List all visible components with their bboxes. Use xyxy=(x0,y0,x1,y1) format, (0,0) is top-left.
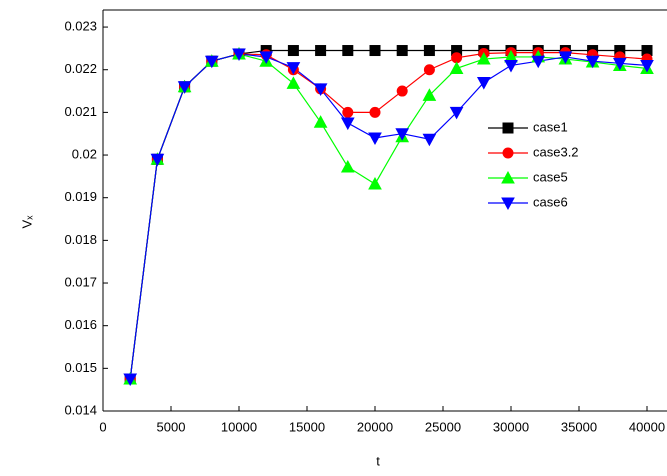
data-point xyxy=(449,61,464,74)
data-point xyxy=(123,373,138,387)
legend-entry: case6 xyxy=(488,194,568,209)
data-point xyxy=(286,76,301,89)
data-point xyxy=(368,177,382,190)
data-point xyxy=(340,159,355,173)
data-point xyxy=(313,115,328,128)
x-tick-label: 20000 xyxy=(357,419,393,434)
data-point xyxy=(368,132,382,146)
x-tick-label: 0 xyxy=(99,419,106,434)
legend-label: case3.2 xyxy=(533,144,579,159)
data-point xyxy=(369,45,381,57)
data-point xyxy=(476,77,491,90)
data-point xyxy=(396,85,408,97)
x-tick-label: 5000 xyxy=(157,419,186,434)
data-point xyxy=(451,52,463,64)
data-point xyxy=(286,62,301,75)
data-point xyxy=(369,106,381,118)
data-point xyxy=(342,106,354,118)
x-tick-label: 10000 xyxy=(221,419,257,434)
data-point xyxy=(422,88,437,101)
data-point xyxy=(313,83,328,96)
y-axis-label: Vₓ xyxy=(19,215,34,229)
legend-label: case5 xyxy=(533,169,568,184)
series-line xyxy=(129,53,648,380)
data-point xyxy=(177,81,192,94)
legend-marker xyxy=(502,147,514,159)
data-point xyxy=(340,117,355,131)
x-tick-label: 15000 xyxy=(289,419,325,434)
data-point xyxy=(395,128,410,141)
data-point xyxy=(422,133,437,147)
legend-marker xyxy=(501,170,515,184)
data-point xyxy=(232,48,246,61)
legend-entry: case3.2 xyxy=(488,144,579,159)
data-point xyxy=(612,57,627,71)
data-point xyxy=(150,153,165,167)
y-tick-label: 0.016 xyxy=(64,317,97,332)
data-point xyxy=(315,45,327,57)
data-point xyxy=(423,45,435,57)
data-point xyxy=(342,45,354,57)
y-tick-label: 0.014 xyxy=(64,402,97,417)
data-point xyxy=(640,59,654,73)
legend-marker xyxy=(502,122,514,134)
data-point xyxy=(504,59,518,73)
x-tick-label: 35000 xyxy=(561,419,597,434)
x-axis-label: t xyxy=(376,453,380,468)
legend-label: case6 xyxy=(533,194,568,209)
data-point xyxy=(259,51,274,64)
data-point xyxy=(449,106,464,120)
legend-entry: case5 xyxy=(488,169,568,184)
data-point xyxy=(585,55,600,69)
legend-entry: case1 xyxy=(488,119,568,134)
data-point xyxy=(204,55,219,69)
y-tick-label: 0.022 xyxy=(64,61,97,76)
data-point xyxy=(423,64,435,76)
data-point xyxy=(531,55,546,69)
data-point xyxy=(287,45,299,57)
y-tick-label: 0.02 xyxy=(72,146,97,161)
y-tick-label: 0.019 xyxy=(64,189,97,204)
y-tick-label: 0.023 xyxy=(64,19,97,34)
x-tick-label: 40000 xyxy=(629,419,665,434)
y-tick-label: 0.015 xyxy=(64,360,97,375)
legend-label: case1 xyxy=(533,119,568,134)
legend-marker xyxy=(501,197,515,211)
series-line xyxy=(129,53,648,380)
y-tick-label: 0.018 xyxy=(64,232,97,247)
series-line xyxy=(129,52,648,380)
y-tick-label: 0.021 xyxy=(64,104,97,119)
x-tick-label: 30000 xyxy=(493,419,529,434)
series-line xyxy=(129,49,647,380)
data-point xyxy=(476,52,491,65)
x-tick-label: 25000 xyxy=(425,419,461,434)
data-point xyxy=(396,45,408,57)
y-tick-label: 0.017 xyxy=(64,274,97,289)
data-point xyxy=(558,51,573,64)
